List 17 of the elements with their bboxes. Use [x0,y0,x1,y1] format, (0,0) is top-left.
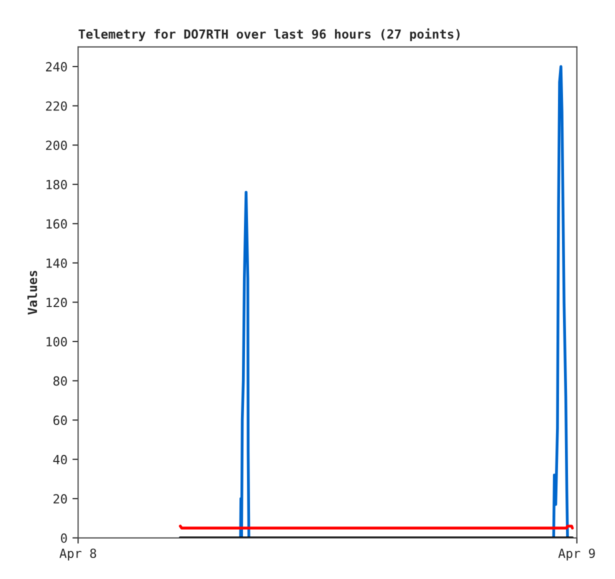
y-axis-title: Values [27,270,38,315]
y-tick-label: 20 [54,494,67,504]
y-tick-label: 200 [46,140,67,150]
y-tick-label: 240 [46,62,67,72]
y-tick-label: 120 [46,298,67,308]
y-tick-label: 220 [46,101,67,111]
y-tick-label: 180 [46,180,67,190]
x-tick-label: Apr 8 [60,548,96,560]
y-tick-label: 60 [53,416,67,426]
x-tick-label: Apr 9 [558,548,595,560]
y-tick-label: 80 [53,376,67,386]
y-tick-label: 140 [46,258,67,268]
chart-title: Telemetry for DO7RTH over last 96 hours (27 points) [78,28,460,42]
y-tick-label: 0 [60,533,67,543]
y-tick-label: 160 [46,219,67,229]
y-tick-label: 100 [46,337,67,346]
y-tick-label: 40 [53,454,67,464]
